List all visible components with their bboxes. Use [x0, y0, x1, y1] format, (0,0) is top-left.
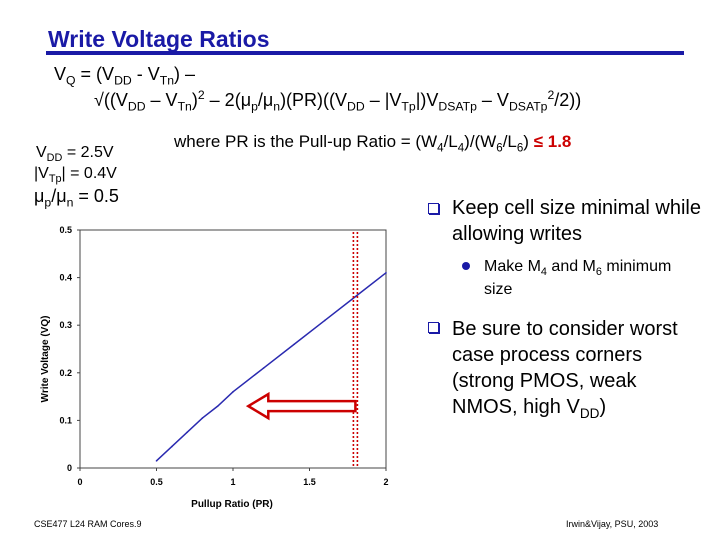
y-tick-label: 0 — [67, 463, 72, 473]
bullet-worst-case: Be sure to consider worst case process c… — [452, 318, 678, 421]
series-line — [155, 272, 387, 462]
subbullet-min-size: Make M4 and M6 minimum size — [484, 258, 672, 299]
x-tick-label: 2 — [383, 477, 388, 487]
data-point — [216, 405, 219, 407]
y-axis-label: Write Voltage (VQ) — [40, 316, 51, 403]
write-voltage-chart: 0 0.1 0.2 0.3 0.4 0.5 0 0.5 1 1.5 2 Write Voltage … — [40, 225, 389, 510]
bullet-square-icon — [428, 203, 439, 214]
data-point — [385, 272, 387, 274]
y-tick-label: 0.1 — [59, 415, 72, 425]
x-tick-label: 1 — [230, 477, 235, 487]
chart-plot-area: 0 0.1 0.2 0.3 0.4 0.5 0 0.5 1 1.5 2 — [59, 225, 388, 487]
data-point — [354, 295, 357, 298]
x-tick-label: 0 — [77, 477, 82, 487]
slide-title: Write Voltage Ratios — [48, 26, 270, 52]
max-ratio-value: ≤ 1.8 — [533, 132, 572, 151]
y-tick-label: 0.4 — [59, 273, 72, 283]
data-point — [324, 319, 326, 322]
data-point — [171, 445, 173, 448]
bullet-square-icon — [428, 322, 439, 333]
data-point — [201, 417, 204, 419]
data-point — [155, 460, 158, 462]
equation-line-1: VQ = (VDD - VTn) – — [54, 64, 196, 88]
param-vdd: VDD = 2.5V — [36, 144, 114, 165]
left-arrow-icon — [245, 391, 357, 421]
plot-frame — [79, 229, 387, 469]
footer-right: Irwin&Vijay, PSU, 2003 — [566, 519, 659, 529]
data-point — [186, 431, 188, 434]
y-tick-label: 0.3 — [59, 320, 72, 330]
footer-left: CSE477 L24 RAM Cores.9 — [34, 519, 142, 529]
x-axis-label: Pullup Ratio (PR) — [191, 499, 273, 510]
title-underline — [46, 51, 684, 55]
param-vtp: |VTp| = 0.4V — [34, 165, 117, 186]
y-tick-label: 0.5 — [59, 225, 72, 235]
bullet-cell-size: Keep cell size minimal while allowing wr… — [452, 197, 701, 245]
y-tick-label: 0.2 — [59, 368, 72, 378]
pullup-ratio-definition: where PR is the Pull-up Ratio = (W4/L4)/… — [174, 132, 572, 155]
data-point — [262, 367, 265, 369]
data-point — [232, 391, 234, 393]
x-tick-label: 0.5 — [150, 477, 163, 487]
bullet-dot-icon — [462, 262, 470, 270]
equation-line-2: √((VDD – VTn)2 – 2(μp/μn)(PR)((VDD – |VT… — [94, 88, 582, 114]
param-mobility-ratio: μp/μn = 0.5 — [34, 186, 119, 210]
data-point — [293, 343, 296, 346]
x-tick-label: 1.5 — [303, 477, 316, 487]
